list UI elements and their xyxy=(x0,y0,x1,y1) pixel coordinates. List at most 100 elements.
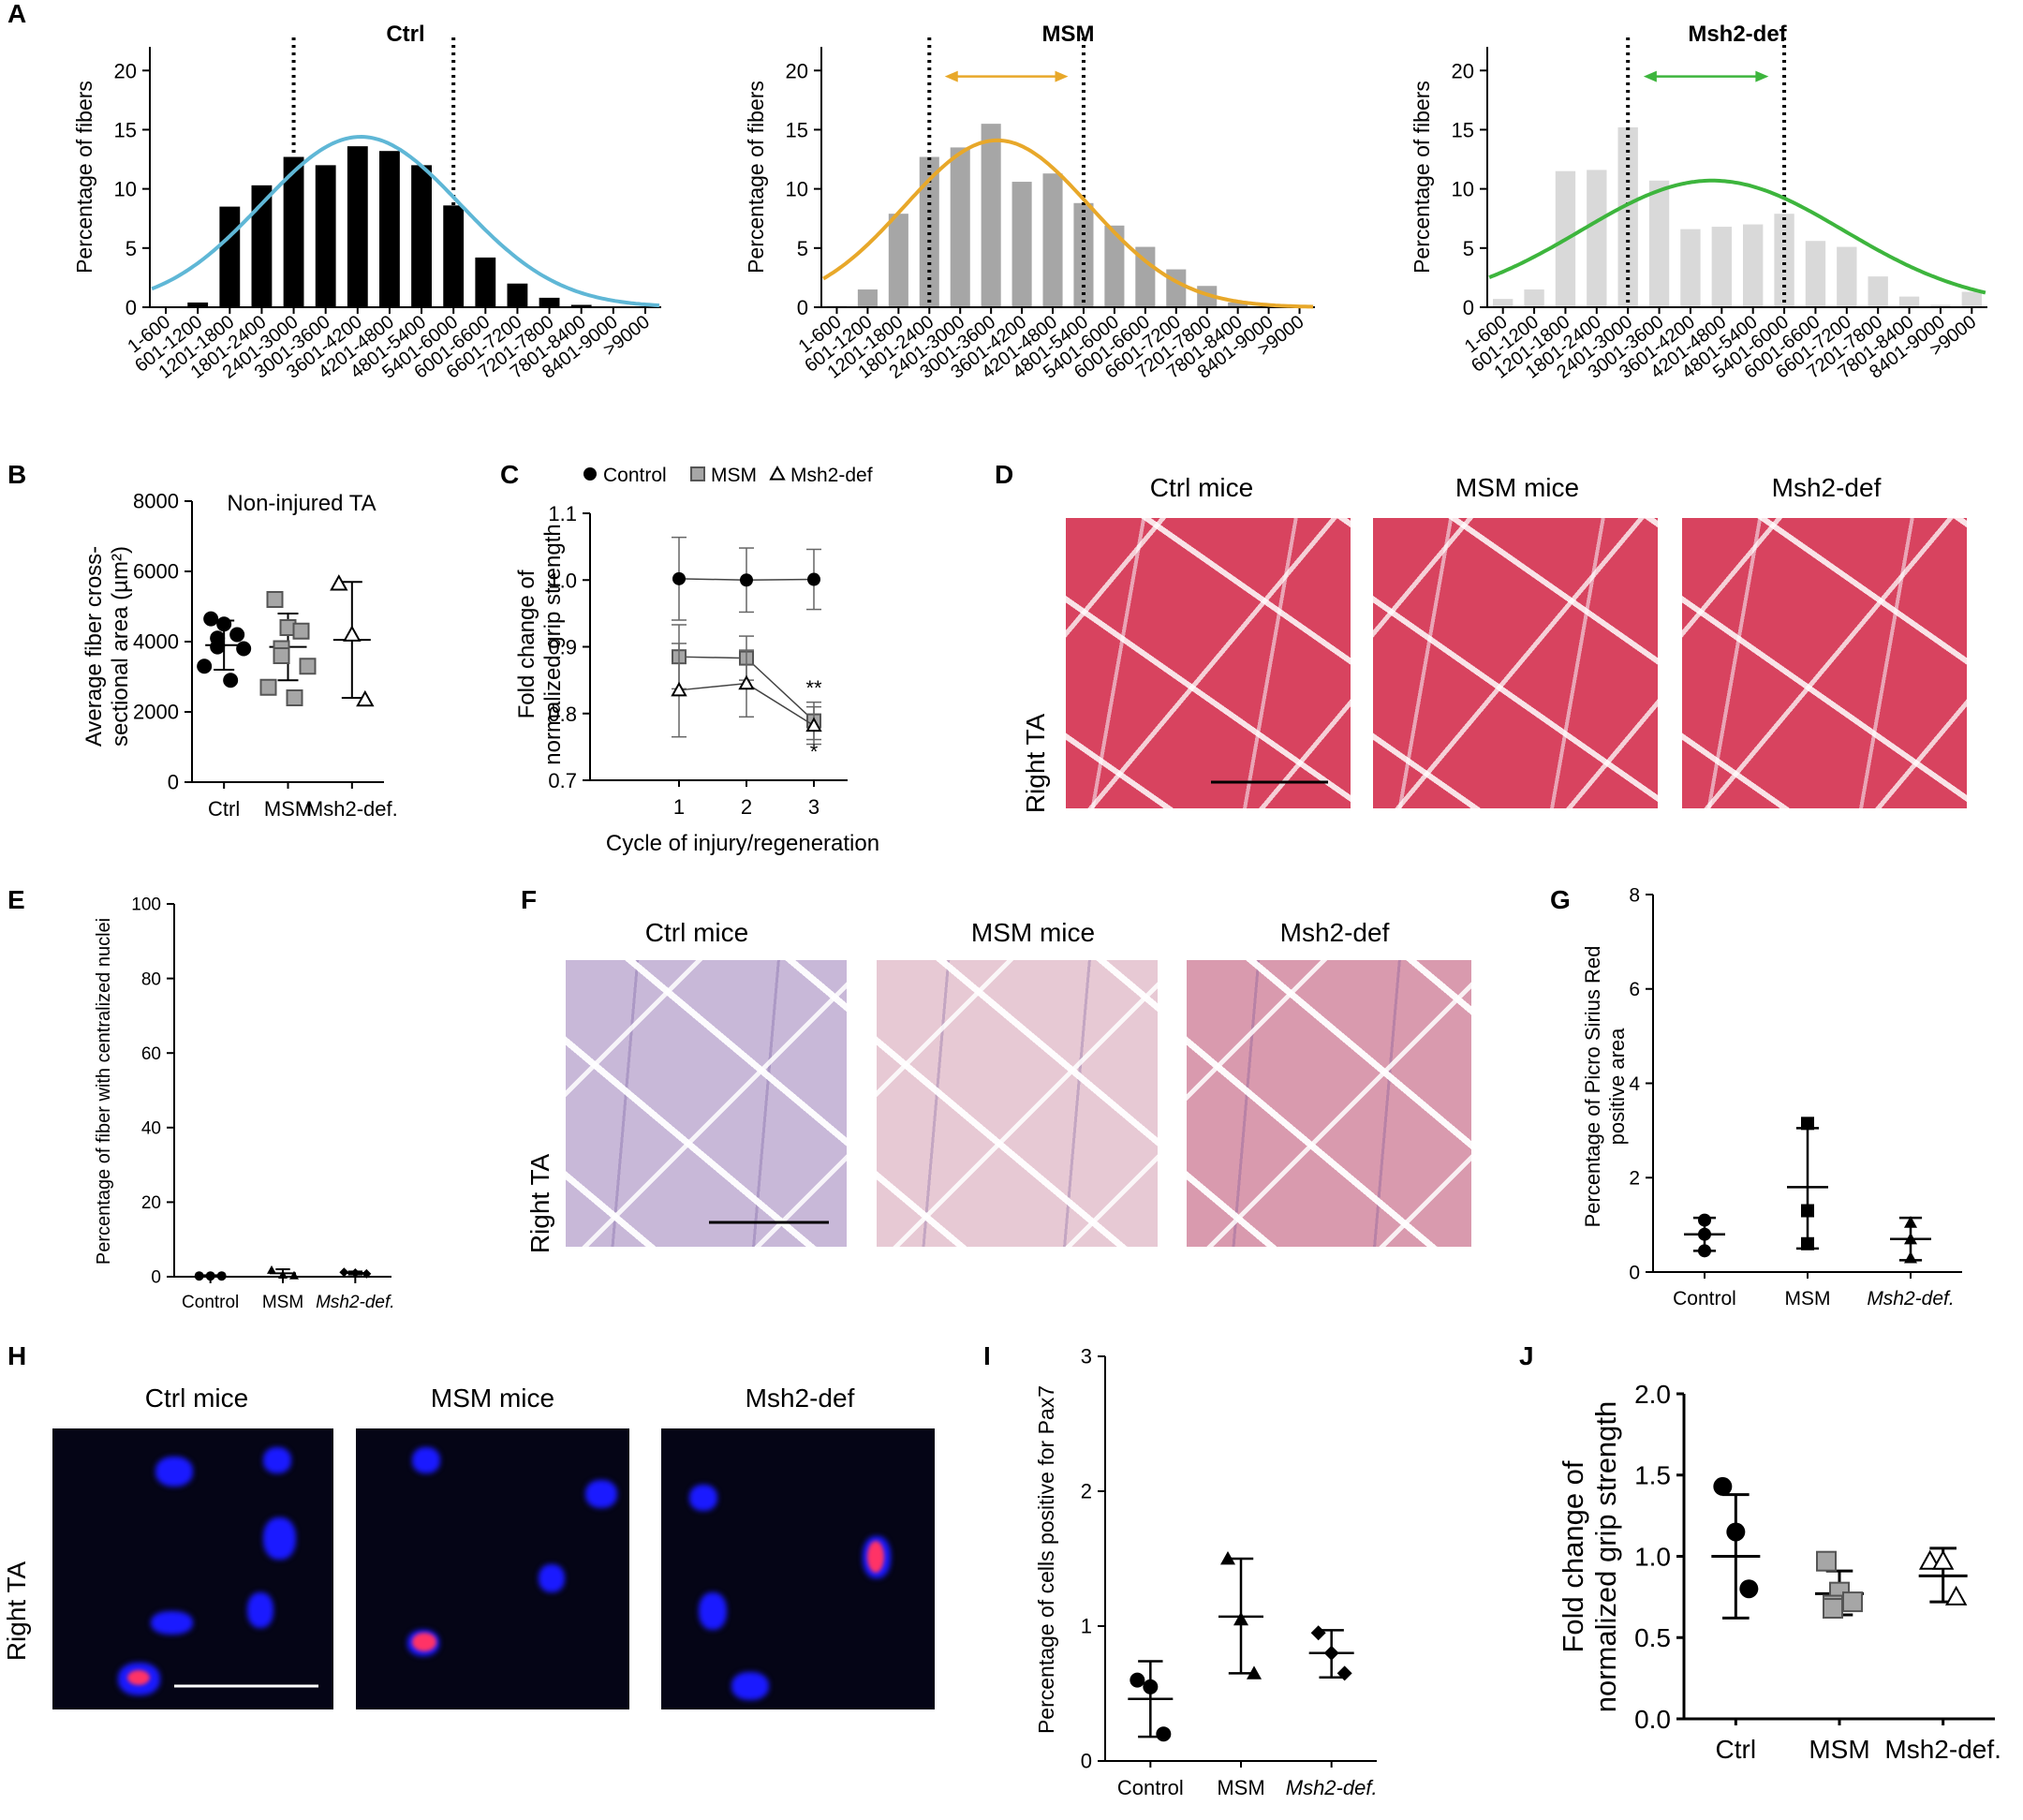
x-tick-label: 4201-4800 xyxy=(1646,312,1730,383)
legend-label: Msh2-def xyxy=(790,465,873,486)
data-point xyxy=(299,658,317,675)
x-tick-label: >9000 xyxy=(599,312,654,361)
bar xyxy=(1166,269,1187,307)
x-tick-label: 8401-9000 xyxy=(539,312,622,383)
y-axis-label: Percentage of fibers xyxy=(72,81,96,274)
y-tick-label: 6 xyxy=(1629,979,1640,1000)
data-point xyxy=(1816,1550,1837,1572)
bar xyxy=(1135,246,1156,307)
x-axis-label: Cycle of injury/regeneration xyxy=(606,831,879,856)
data-point xyxy=(1904,1232,1917,1245)
x-tick-label: 2401-3000 xyxy=(885,312,968,383)
chart-title: Ctrl xyxy=(386,22,424,47)
x-tick-label: 5401-6000 xyxy=(1040,312,1123,383)
y-tick-label: 0.8 xyxy=(548,703,577,726)
data-point xyxy=(1904,1250,1917,1264)
data-point xyxy=(267,1265,276,1274)
legend-label: Control xyxy=(603,465,667,486)
x-tick-label: 1 xyxy=(673,795,685,819)
x-tick-label: 3 xyxy=(808,795,820,819)
data-point xyxy=(1801,1204,1814,1218)
data-point xyxy=(1918,1549,1942,1570)
data-point xyxy=(1842,1591,1863,1613)
y-tick-label: 20 xyxy=(1452,59,1474,82)
x-tick-label: 1201-1800 xyxy=(823,312,907,383)
y-tick-label: 20 xyxy=(786,59,808,82)
micrograph-side-label: Right TA xyxy=(525,1154,554,1254)
bar xyxy=(1104,225,1125,307)
x-tick-label: MSM xyxy=(1809,1735,1869,1764)
y-tick-label: 5 xyxy=(126,237,137,260)
x-tick-label: Ctrl xyxy=(208,797,240,821)
bar xyxy=(1711,227,1732,307)
data-point xyxy=(1130,1672,1145,1688)
x-tick-label: 4801-5400 xyxy=(1678,312,1762,383)
x-tick-label: 4201-4800 xyxy=(978,312,1061,383)
micrograph-title: MSM mice xyxy=(431,1383,554,1413)
data-point xyxy=(1156,1726,1172,1742)
y-tick-label: 1 xyxy=(1081,1615,1092,1638)
bar xyxy=(315,165,336,307)
bar xyxy=(283,156,304,307)
x-tick-label: 3001-3600 xyxy=(251,312,334,383)
micrograph-title: Msh2-def xyxy=(746,1383,855,1413)
data-point xyxy=(273,647,290,664)
bar xyxy=(1197,286,1218,307)
he-msm-image xyxy=(1373,518,1658,808)
bar xyxy=(1042,173,1063,307)
y-axis-label-line2: positive area xyxy=(1605,1028,1629,1146)
bar xyxy=(1743,224,1764,307)
he-msh2-image xyxy=(1682,518,1967,808)
x-tick-label: 1-600 xyxy=(795,312,846,358)
y-tick-label: 60 xyxy=(141,1044,161,1064)
data-point xyxy=(278,1270,288,1280)
data-point xyxy=(1698,1227,1711,1241)
series-line xyxy=(678,578,815,582)
data-point xyxy=(1336,1665,1352,1681)
bar xyxy=(187,302,209,307)
data-point xyxy=(1698,1213,1711,1227)
dotplot-I: 0 1 2 3 Control MSM Msh2-def. Percentage of cel… xyxy=(1034,1345,1378,1799)
bar xyxy=(1930,304,1951,307)
x-tick-label: MSM xyxy=(1785,1288,1831,1310)
if-msm-image xyxy=(356,1428,629,1709)
bar xyxy=(981,124,1001,307)
data-point xyxy=(1310,1625,1326,1641)
bar xyxy=(1837,246,1857,307)
x-tick-label: Ctrl xyxy=(1716,1735,1757,1764)
x-tick-label: 601-1200 xyxy=(131,312,206,377)
bar xyxy=(347,146,368,307)
panel-letter-G: G xyxy=(1550,885,1571,914)
data-point xyxy=(1233,1611,1248,1626)
y-tick-label: 10 xyxy=(114,178,137,201)
data-point xyxy=(356,689,375,707)
x-tick-label: MSM xyxy=(1217,1776,1264,1799)
x-tick-label: 8401-9000 xyxy=(1866,312,1949,383)
bar xyxy=(411,165,432,307)
bar xyxy=(1868,276,1888,307)
dotplot-G: 0 2 4 6 8 Control MSM Msh2-def. Percentage of Pi… xyxy=(1581,884,1962,1310)
data-point xyxy=(1944,1585,1968,1605)
dotplot-J: 0.0 0.5 1.0 1.5 2.0 Ctrl MSM Msh2-def. Fold chan… xyxy=(1557,1380,2001,1764)
y-tick-label: 2 xyxy=(1629,1168,1640,1190)
data-point xyxy=(350,1268,361,1279)
x-tick-label: 7801-8400 xyxy=(507,312,590,383)
histogram-A3: Msh2-def 0 5 10 15 20 1-600601-12001201-180018… xyxy=(1410,22,1987,383)
data-point xyxy=(1143,1679,1159,1694)
y-tick-label: 5 xyxy=(1463,237,1474,260)
bar xyxy=(950,147,970,307)
legend-marker xyxy=(769,465,786,481)
x-tick-label: 7201-7800 xyxy=(1803,312,1886,383)
y-tick-label: 5 xyxy=(797,237,808,260)
y-tick-label: 8 xyxy=(1629,884,1640,906)
bar xyxy=(539,297,560,307)
y-tick-label: 10 xyxy=(786,178,808,201)
x-tick-label: 2401-3000 xyxy=(219,312,303,383)
linechart-C: 0.7 0.8 0.9 1.0 1.1 1 2 3 Cycle of injury/regene… xyxy=(514,465,879,856)
micrograph-title: Msh2-def xyxy=(1772,473,1882,502)
y-axis-label-line2: normalized grip strength xyxy=(1589,1401,1622,1713)
bar xyxy=(443,205,465,307)
x-tick-label: 1801-2400 xyxy=(187,312,271,383)
bar xyxy=(1898,296,1920,307)
x-tick-label: 6001-6600 xyxy=(1741,312,1824,383)
